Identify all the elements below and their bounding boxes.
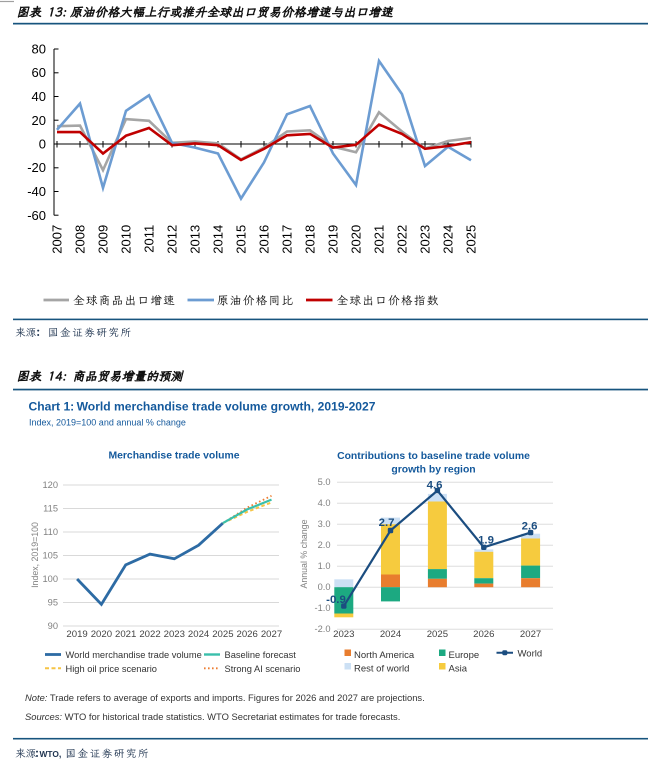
svg-text:90: 90	[48, 621, 58, 631]
svg-text:World: World	[518, 649, 543, 660]
svg-text:40: 40	[32, 89, 46, 104]
svg-text:2014: 2014	[211, 225, 226, 254]
svg-text:Annual % change: Annual % change	[299, 519, 309, 588]
svg-text:2023: 2023	[333, 629, 354, 640]
svg-text:Note: Trade refers to average: Note: Trade refers to average of exports…	[25, 692, 425, 703]
svg-text:2018: 2018	[303, 225, 318, 254]
svg-text:Europe: Europe	[449, 650, 480, 661]
svg-text:95: 95	[48, 598, 58, 608]
svg-text:2023: 2023	[418, 225, 433, 254]
svg-text:2008: 2008	[73, 225, 88, 254]
svg-text:2.6: 2.6	[522, 521, 538, 533]
svg-text:20: 20	[32, 113, 46, 128]
svg-text:-60: -60	[27, 208, 46, 223]
svg-text:2025: 2025	[212, 629, 233, 640]
svg-text:2010: 2010	[119, 225, 134, 254]
svg-text:2027: 2027	[520, 629, 541, 640]
svg-text:2011: 2011	[142, 225, 157, 253]
svg-text:2021: 2021	[372, 225, 387, 254]
svg-text:2024: 2024	[188, 629, 210, 640]
svg-text:1.0: 1.0	[318, 561, 331, 571]
svg-text:0.0: 0.0	[318, 582, 331, 592]
svg-text:3.0: 3.0	[318, 519, 331, 529]
svg-text:Merchandise trade volume: Merchandise trade volume	[108, 451, 239, 462]
svg-text:Index, 2019=100 and annual % c: Index, 2019=100 and annual % change	[29, 418, 186, 428]
svg-text:Index, 2019=100: Index, 2019=100	[30, 522, 40, 588]
svg-text:120: 120	[42, 480, 58, 490]
svg-text:80: 80	[32, 42, 46, 57]
svg-text:110: 110	[43, 527, 58, 537]
svg-text:2.7: 2.7	[379, 517, 395, 529]
svg-text:-0.9: -0.9	[326, 594, 346, 606]
svg-text:0: 0	[39, 137, 46, 152]
svg-text:2027: 2027	[261, 629, 282, 640]
svg-text:2021: 2021	[115, 629, 136, 640]
svg-text:105: 105	[42, 551, 58, 561]
svg-text:Baseline forecast: Baseline forecast	[225, 650, 297, 660]
svg-text:2024: 2024	[441, 225, 456, 254]
svg-text:2022: 2022	[395, 225, 410, 254]
svg-text:2015: 2015	[234, 225, 249, 254]
svg-text:2012: 2012	[165, 225, 180, 254]
svg-text:2016: 2016	[257, 225, 272, 254]
svg-text:2024: 2024	[380, 629, 402, 640]
svg-text:2026: 2026	[473, 629, 494, 640]
svg-text:Strong AI scenario: Strong AI scenario	[225, 664, 301, 674]
svg-text:2013: 2013	[188, 225, 203, 254]
svg-text:World merchandise trade volume: World merchandise trade volume	[66, 650, 202, 660]
svg-text:North America: North America	[354, 650, 415, 661]
svg-text:WTO,: WTO,	[40, 749, 62, 759]
svg-text:Chart 1: World merchandise tra: Chart 1: World merchandise trade volume …	[29, 400, 376, 414]
svg-text:2020: 2020	[91, 629, 112, 640]
svg-text:Sources: WTO for historical tr: Sources: WTO for historical trade statis…	[25, 711, 400, 722]
svg-text:100: 100	[42, 574, 58, 584]
svg-text:-40: -40	[27, 184, 46, 199]
svg-text:2017: 2017	[280, 225, 295, 254]
svg-text:growth by region: growth by region	[391, 465, 475, 476]
svg-text:2025: 2025	[427, 629, 448, 640]
svg-text:2020: 2020	[349, 225, 364, 254]
svg-text:2023: 2023	[164, 629, 185, 640]
svg-text:-1.0: -1.0	[314, 603, 330, 613]
svg-text:2022: 2022	[139, 629, 160, 640]
svg-text:2025: 2025	[464, 225, 479, 254]
svg-text:2.0: 2.0	[318, 540, 331, 550]
svg-text:115: 115	[43, 504, 58, 514]
svg-text:4.0: 4.0	[318, 498, 331, 508]
svg-text:Rest of world: Rest of world	[354, 664, 409, 675]
svg-text:Contributions to baseline trad: Contributions to baseline trade volume	[337, 451, 530, 462]
svg-text:High oil price scenario: High oil price scenario	[66, 664, 157, 674]
svg-text:2019: 2019	[326, 225, 341, 254]
svg-text:-2.0: -2.0	[314, 624, 330, 634]
svg-text:1.9: 1.9	[478, 535, 494, 547]
svg-text:Asia: Asia	[449, 664, 468, 675]
svg-text:60: 60	[32, 65, 46, 80]
svg-text:-20: -20	[27, 160, 46, 175]
svg-text:2007: 2007	[50, 225, 65, 254]
svg-text:2026: 2026	[237, 629, 258, 640]
svg-text:5.0: 5.0	[318, 477, 331, 487]
svg-text:2009: 2009	[96, 225, 111, 254]
svg-text:4.6: 4.6	[427, 480, 443, 492]
svg-text:2019: 2019	[66, 629, 87, 640]
